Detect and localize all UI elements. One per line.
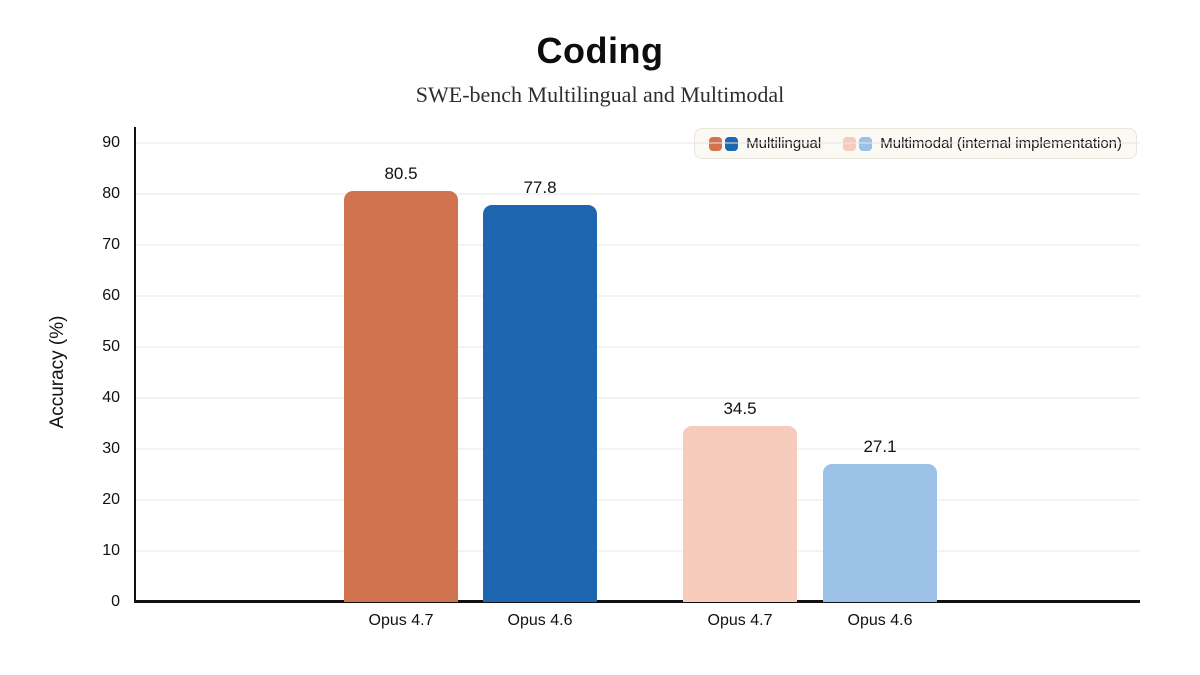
y-tick-label: 60 [102,287,120,305]
x-tick-label: Opus 4.6 [507,612,573,629]
legend-swatch-group [843,136,873,151]
gridline [136,142,1140,144]
plot-area: 80.5 77.8 34.5 27.1 [136,142,1140,602]
gridline [136,193,1140,195]
y-tick-label: 20 [102,491,120,508]
gridline [136,295,1140,297]
bar-multimodal-opus-4-7 [683,426,797,602]
bar-multilingual-opus-4-7 [344,191,458,602]
x-axis-line [134,600,1140,603]
legend-item-multimodal: Multimodal (internal implementation) [843,135,1122,152]
gridline [136,550,1140,552]
y-axis-line [134,127,136,602]
chart-title: Coding [536,30,664,71]
bar-group-multilingual-opus-4-7: 80.5 [344,143,458,602]
x-tick-label: Opus 4.7 [368,612,434,629]
y-tick-label: 10 [102,542,120,559]
bar-multimodal-opus-4-6 [823,463,937,602]
y-tick-label: 30 [102,440,120,458]
multilingual-orange-swatch-icon [709,136,723,151]
bar-value-label: 27.1 [863,436,897,456]
bar-value-label: 77.8 [523,178,557,198]
legend-label: Multilingual [746,135,822,152]
legend-swatch-group [709,136,739,151]
legend: Multilingual Multimodal (internal implem… [694,128,1137,159]
bar-value-label: 80.5 [384,164,418,184]
multilingual-blue-swatch-icon [725,136,739,151]
x-tick-label: Opus 4.7 [707,612,773,629]
gridline [136,499,1140,501]
chart-subtitle: SWE-bench Multilingual and Multimodal [415,82,785,107]
gridline [136,244,1140,246]
gridline [136,448,1140,450]
y-tick-label: 80 [102,185,120,202]
bar-group-multimodal-opus-4-7: 34.5 [683,143,797,602]
legend-label: Multimodal (internal implementation) [880,135,1122,152]
legend-item-multilingual: Multilingual [709,135,821,152]
bar-multilingual-opus-4-6 [483,205,597,602]
y-axis-ticks: 0 10 20 30 40 50 60 70 80 90 [0,135,128,610]
y-tick-label: 90 [102,134,120,151]
x-tick-label: Opus 4.6 [847,612,913,629]
bar-group-multilingual-opus-4-6: 77.8 [483,143,597,602]
gridline [136,397,1140,399]
y-tick-label: 70 [102,236,120,253]
multimodal-lightblue-swatch-icon [859,136,873,151]
x-axis-labels: Opus 4.7 Opus 4.6 Opus 4.7 Opus 4.6 [136,612,1140,636]
y-tick-label: 40 [102,389,120,406]
y-tick-label: 50 [102,338,120,355]
bar-value-label: 34.5 [723,399,757,419]
gridline [136,346,1140,348]
bar-group-multimodal-opus-4-6: 27.1 [823,143,937,602]
multimodal-pink-swatch-icon [843,136,857,151]
y-tick-label: 0 [111,593,120,610]
